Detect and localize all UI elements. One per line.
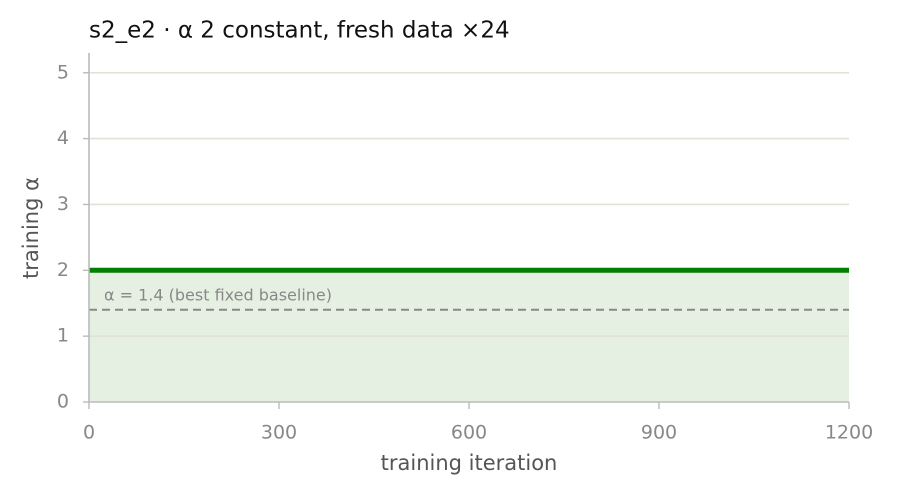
x-tick-label: 300: [261, 422, 297, 444]
y-tick-label: 3: [57, 193, 69, 215]
y-tick-label: 5: [57, 61, 69, 83]
x-tick-label: 1200: [825, 422, 873, 444]
reference-label: α = 1.4 (best fixed baseline): [104, 285, 332, 304]
x-tick-label: 600: [451, 422, 487, 444]
chart-title: s2_e2 · α 2 constant, fresh data ×24: [89, 18, 510, 44]
x-axis-label: training iteration: [381, 451, 558, 475]
y-tick-label: 4: [57, 127, 69, 149]
y-tick-label: 2: [57, 259, 69, 281]
y-tick-label: 0: [57, 391, 69, 413]
x-tick-label: 0: [83, 422, 95, 444]
x-tick-label: 900: [641, 422, 677, 444]
y-tick-label: 1: [57, 325, 69, 347]
y-axis-label: training α: [19, 177, 43, 279]
